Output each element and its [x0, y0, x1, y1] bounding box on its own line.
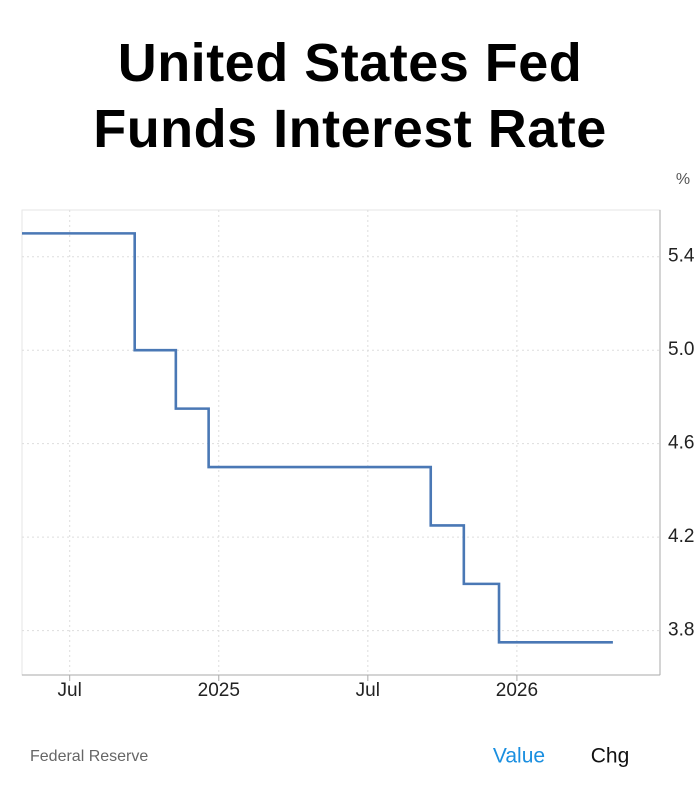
- chart-title: United States Fed Funds Interest Rate: [93, 33, 607, 159]
- line-series: [22, 232, 613, 644]
- source: Federal Reserve: [30, 748, 148, 765]
- x-tick-label: 2025: [198, 680, 240, 701]
- tab[interactable]: Chg: [591, 745, 630, 768]
- x-tick-label: Jul: [58, 680, 82, 701]
- y-unit: %: [676, 171, 690, 188]
- tab[interactable]: Value: [493, 745, 545, 768]
- x-tick-label: 2026: [496, 680, 538, 701]
- x-tick-label: Jul: [356, 680, 380, 701]
- plot-frame: [21, 209, 661, 676]
- y-tick-label: 4.2: [668, 526, 694, 547]
- y-tick-label: 3.8: [668, 620, 694, 641]
- y-tick-label: 5.0: [668, 339, 694, 360]
- y-tick-label: 5.4: [668, 246, 695, 267]
- y-tick-label: 4.6: [668, 433, 694, 454]
